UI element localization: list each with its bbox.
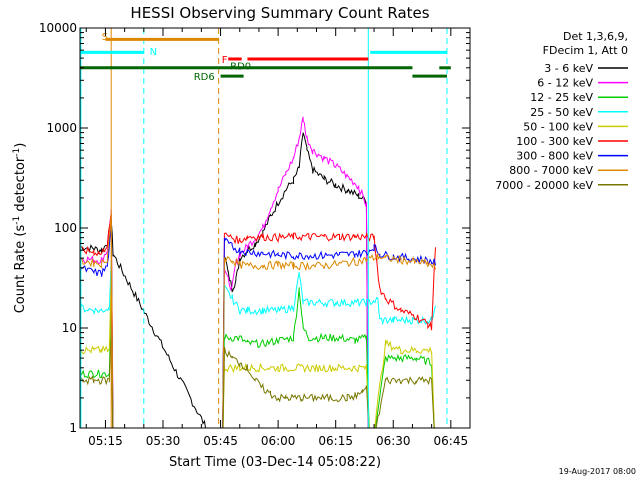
x-tick-label-7: 06:45 (434, 434, 469, 448)
y-axis: 1 10 100 1000 10000 (39, 21, 470, 435)
legend-label-6: 100 - 300 keV (516, 135, 593, 148)
y-axis-label-sup2: -1 (12, 148, 22, 157)
state-bar-label-2: N (150, 47, 157, 58)
chart-title: HESSI Observing Summary Count Rates (130, 4, 429, 22)
x-tick-label-3: 05:45 (203, 434, 238, 448)
state-bar-label-4: F (222, 55, 228, 66)
x-axis: 05:15 05:30 05:45 06:00 06:15 06:30 06:45 (85, 28, 471, 448)
series-line-3 (80, 287, 435, 428)
x-tick-label-1: 05:15 (88, 434, 123, 448)
x-tick-label-4: 06:00 (261, 434, 296, 448)
series-line-5 (80, 278, 435, 428)
state-vlines (80, 28, 448, 428)
y-axis-label-close: ) (13, 143, 28, 148)
legend-label-3: 12 - 25 keV (530, 91, 593, 104)
series-line-6 (80, 214, 436, 428)
y-tick-label-5: 10000 (39, 21, 77, 35)
x-tick-label-2: 05:30 (146, 434, 181, 448)
series-line-4 (80, 259, 436, 428)
legend-label-4: 25 - 50 keV (530, 106, 593, 119)
legend: Det 1,3,6,9, FDecim 1, Att 0 3 - 6 keV 6 … (495, 30, 628, 192)
legend-label-8: 800 - 7000 keV (509, 164, 593, 177)
series-layer (80, 116, 436, 428)
y-tick-label-4: 1000 (46, 121, 77, 135)
x-axis-label: Start Time (03-Dec-14 05:08:22) (169, 455, 381, 470)
legend-label-7: 300 - 800 keV (516, 150, 593, 163)
series-line-7 (80, 224, 436, 428)
x-tick-label-6: 06:30 (376, 434, 411, 448)
state-bar-label-8: RD6 (194, 72, 215, 83)
y-tick-label-2: 10 (62, 321, 77, 335)
series-line-8 (80, 212, 436, 428)
legend-label-2: 6 - 12 keV (537, 77, 593, 90)
y-axis-label: Count Rate (s-1 detector-1) (12, 143, 28, 314)
legend-header-line-1: Det 1,3,6,9, (563, 30, 628, 43)
legend-label-5: 50 - 100 keV (523, 120, 593, 133)
y-tick-label-1: 1 (69, 421, 77, 435)
series-line-1 (80, 132, 369, 428)
state-bar-label-1: S (102, 32, 108, 43)
series-line-9 (80, 338, 435, 428)
legend-label-9: 7000 - 20000 keV (495, 179, 593, 192)
series-line-2 (80, 116, 369, 428)
state-bar-label-6: RD0 (230, 62, 251, 73)
y-axis-label-sup: -1 (12, 216, 22, 225)
footer-timestamp: 19-Aug-2017 08:00 (559, 467, 636, 476)
x-tick-label-5: 06:15 (318, 434, 353, 448)
y-axis-label-main: Count Rate (s (13, 225, 28, 314)
legend-label-1: 3 - 6 keV (544, 62, 593, 75)
y-axis-label-mid: detector (13, 156, 28, 216)
y-tick-label-3: 100 (54, 221, 77, 235)
legend-header-line-2: FDecim 1, Att 0 (543, 44, 628, 57)
